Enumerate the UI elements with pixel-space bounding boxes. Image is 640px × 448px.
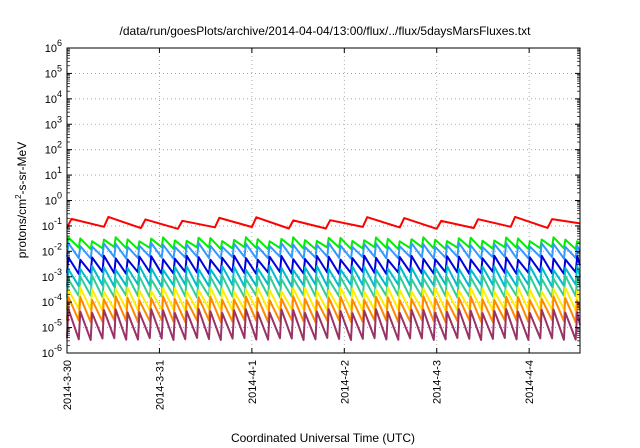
y-tick-label: 10-3	[42, 267, 62, 284]
y-tick-label: 10-4	[42, 292, 62, 309]
y-tick-exponent: -3	[54, 267, 62, 277]
y-tick-exponent: 3	[57, 114, 62, 124]
y-tick-base: 10	[45, 68, 57, 80]
y-tick-exponent: -1	[54, 216, 62, 226]
series-line	[66, 215, 581, 230]
y-tick-exponent: 0	[57, 191, 62, 201]
chart-title: /data/run/goesPlots/archive/2014-04-04/1…	[120, 24, 532, 38]
y-tick-label: 10-5	[42, 318, 62, 335]
x-ticks: 2014-3-30 2014-3-31 2014-4-1 2014-4-2 2014-4…	[62, 48, 536, 410]
series-line	[66, 308, 581, 341]
y-tick-base: 10	[42, 297, 54, 309]
series-line	[66, 236, 581, 251]
y-tick-exponent: 5	[57, 63, 62, 73]
y-axis-label: protons/cm2-s-sr-MeV	[14, 142, 29, 258]
y-tick-base: 10	[45, 196, 57, 208]
y-tick-label: 10-1	[42, 216, 62, 233]
y-tick-exponent: 1	[57, 165, 62, 175]
y-tick-base: 10	[45, 170, 57, 182]
x-tick-label: 2014-4-4	[524, 360, 536, 404]
series-layer	[66, 215, 581, 341]
y-axis-label-tail: -s-sr-MeV	[15, 142, 29, 195]
y-tick-label: 102	[45, 140, 62, 157]
y-tick-label: 105	[45, 63, 62, 80]
y-tick-label: 106	[45, 38, 62, 55]
y-axis-label-sup: 2	[14, 194, 23, 199]
series-line	[66, 254, 581, 275]
y-tick-base: 10	[42, 323, 54, 335]
x-tick-label: 2014-3-31	[154, 360, 166, 410]
y-tick-base: 10	[42, 246, 54, 258]
y-tick-label: 104	[45, 89, 62, 106]
y-tick-label: 10-6	[42, 343, 62, 360]
y-tick-exponent: -5	[54, 318, 62, 328]
y-tick-base: 10	[45, 43, 57, 55]
y-tick-base: 10	[45, 145, 57, 157]
y-tick-base: 10	[42, 221, 54, 233]
series-line	[66, 241, 581, 260]
x-tick-label: 2014-4-3	[432, 360, 444, 404]
x-tick-label: 2014-4-1	[247, 360, 259, 404]
y-tick-label: 10-2	[42, 241, 62, 258]
y-tick-base: 10	[45, 94, 57, 106]
y-tick-label: 100	[45, 191, 62, 208]
y-axis-label-main: protons/cm	[15, 199, 29, 258]
x-tick-label: 2014-4-2	[339, 360, 351, 404]
y-tick-exponent: 6	[57, 38, 62, 48]
y-tick-exponent: -6	[54, 343, 62, 353]
x-tick-label: 2014-3-30	[62, 360, 74, 410]
y-tick-exponent: -2	[54, 241, 62, 251]
y-tick-exponent: 2	[57, 140, 62, 150]
y-tick-label: 101	[45, 165, 62, 182]
y-tick-exponent: -4	[54, 292, 62, 302]
y-ticks: 10-610-510-410-310-210-11001011021031041…	[42, 38, 580, 360]
y-tick-label: 103	[45, 114, 62, 131]
y-tick-base: 10	[42, 348, 54, 360]
y-tick-base: 10	[42, 272, 54, 284]
x-axis-label: Coordinated Universal Time (UTC)	[231, 431, 415, 445]
y-tick-base: 10	[45, 119, 57, 131]
y-tick-exponent: 4	[57, 89, 62, 99]
